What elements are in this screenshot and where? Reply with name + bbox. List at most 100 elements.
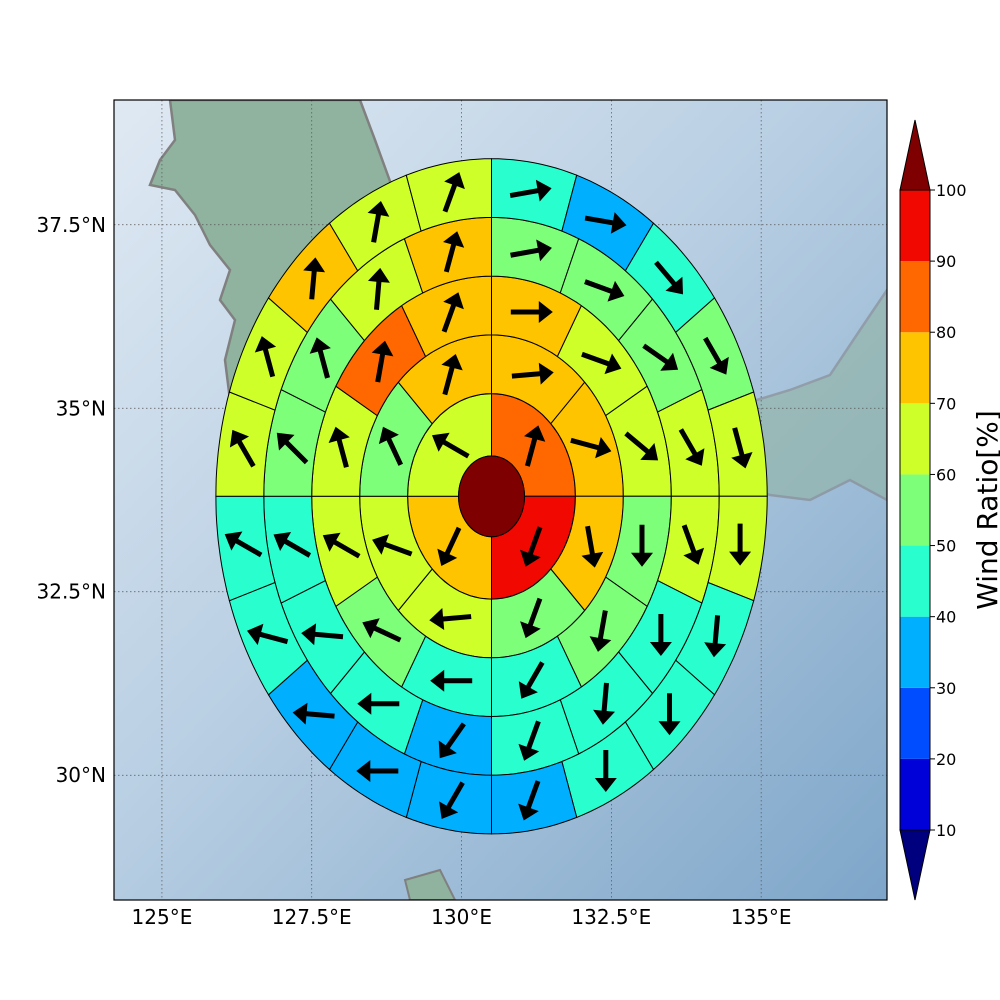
y-axis-ticks: 37.5°N 35°N 32.5°N 30°N <box>37 213 107 787</box>
wind-arrow <box>378 426 403 466</box>
colorbar: 10 20 30 40 50 60 70 80 90 100 <box>899 119 967 901</box>
wind-arrow <box>273 532 312 558</box>
colorbar-tick-label: 40 <box>936 608 956 627</box>
wind-arrow <box>276 432 309 465</box>
wind-arrow <box>570 437 612 459</box>
wind-arrow <box>432 432 470 459</box>
wind-arrow <box>371 340 394 383</box>
x-axis-ticks: 125°E 127.5°E 130°E 132.5°E 135°E <box>132 905 792 929</box>
colorbar-segment <box>900 190 930 262</box>
colorbar-tick-label: 60 <box>936 465 956 484</box>
colorbar-segment <box>900 403 930 475</box>
colorbar-segment <box>900 332 930 404</box>
wind-arrow <box>594 750 617 792</box>
wind-arrow <box>703 336 729 375</box>
wind-arrow <box>368 267 390 310</box>
wind-arrow <box>301 623 344 646</box>
x-tick-label: 127.5°E <box>272 905 352 929</box>
wind-arrow <box>247 623 289 646</box>
wind-arrow <box>649 614 672 656</box>
wind-arrow <box>356 760 399 782</box>
wind-arrow <box>704 615 727 658</box>
colorbar-tick-label: 10 <box>936 821 956 840</box>
wind-arrow <box>309 337 331 379</box>
wind-arrow <box>362 618 402 643</box>
colorbar-title: Wind Ratio[%] <box>971 410 1000 610</box>
wind-arrow <box>441 354 463 396</box>
wind-arrow <box>372 534 413 557</box>
wind-arrow <box>584 212 627 234</box>
center-cell <box>458 455 525 538</box>
sector-cells <box>215 158 768 835</box>
wind-arrow <box>429 608 472 630</box>
wind-arrow <box>510 301 553 323</box>
wind-arrow <box>518 780 541 821</box>
land-yakushima <box>403 868 457 900</box>
wind-arrow <box>658 693 681 736</box>
wind-arrow <box>518 661 545 699</box>
y-tick-label: 32.5°N <box>37 580 107 604</box>
colorbar-tick-label: 30 <box>936 679 956 698</box>
wind-arrow <box>509 179 552 202</box>
wind-arrow <box>443 231 465 273</box>
wind-arrow <box>367 201 390 243</box>
wind-arrow <box>224 531 263 558</box>
colorbar-tick-label: 80 <box>936 323 956 342</box>
wind-arrow <box>678 428 705 466</box>
colorbar-tick-label: 50 <box>936 537 956 556</box>
wind-arrow <box>303 257 326 300</box>
x-tick-label: 130°E <box>431 905 492 929</box>
wind-arrow <box>439 781 465 819</box>
colorbar-tick-label: 90 <box>936 252 956 271</box>
wind-arrow <box>322 532 361 559</box>
colorbar-tick-label: 20 <box>936 750 956 769</box>
colorbar-segment <box>900 474 930 546</box>
wind-arrow <box>581 525 604 568</box>
wind-arrow <box>729 523 752 566</box>
wind-arrow <box>229 429 256 468</box>
colorbar-frame <box>899 189 931 831</box>
wind-arrow <box>438 722 466 759</box>
x-tick-label: 125°E <box>132 905 193 929</box>
colorbar-under-triangle <box>899 829 931 901</box>
wind-arrow <box>654 260 683 295</box>
y-tick-label: 37.5°N <box>37 213 107 237</box>
colorbar-segment <box>900 758 930 830</box>
wind-arrow <box>520 597 543 639</box>
wind-arrow <box>441 292 464 333</box>
wind-arrow <box>328 426 350 468</box>
wind-arrow <box>254 336 277 378</box>
colorbar-segment <box>900 261 930 333</box>
colorbar-segment <box>900 616 930 688</box>
colorbar-tick-label: 100 <box>936 181 967 200</box>
y-tick-label: 35°N <box>56 396 106 420</box>
wind-arrow <box>681 524 705 565</box>
wind-arrow <box>442 172 465 213</box>
wind-arrow <box>520 526 543 567</box>
wind-arrow <box>584 279 625 302</box>
wind-arrow <box>510 239 552 262</box>
wind-arrow <box>511 362 554 385</box>
wind-arrow <box>518 720 541 761</box>
wind-arrows <box>224 172 753 821</box>
wind-arrow <box>593 682 615 725</box>
colorbar-tick-label: 70 <box>936 394 956 413</box>
wind-arrow <box>524 425 546 467</box>
colorbar-segment <box>900 545 930 617</box>
wind-arrow <box>357 692 400 715</box>
map-frame <box>113 99 888 901</box>
wind-arrow <box>731 427 753 469</box>
colorbar-segment <box>900 687 930 759</box>
wind-arrow <box>631 524 653 567</box>
wind-arrow <box>624 431 659 461</box>
x-tick-label: 135°E <box>731 905 792 929</box>
wind-arrow <box>292 702 335 725</box>
wind-arrow <box>437 526 462 566</box>
x-tick-label: 132.5°E <box>571 905 651 929</box>
wind-arrow <box>642 343 679 371</box>
wind-arrow <box>430 669 473 692</box>
y-tick-label: 30°N <box>56 763 106 787</box>
wind-arrow <box>581 351 622 375</box>
wind-arrow <box>589 610 612 652</box>
